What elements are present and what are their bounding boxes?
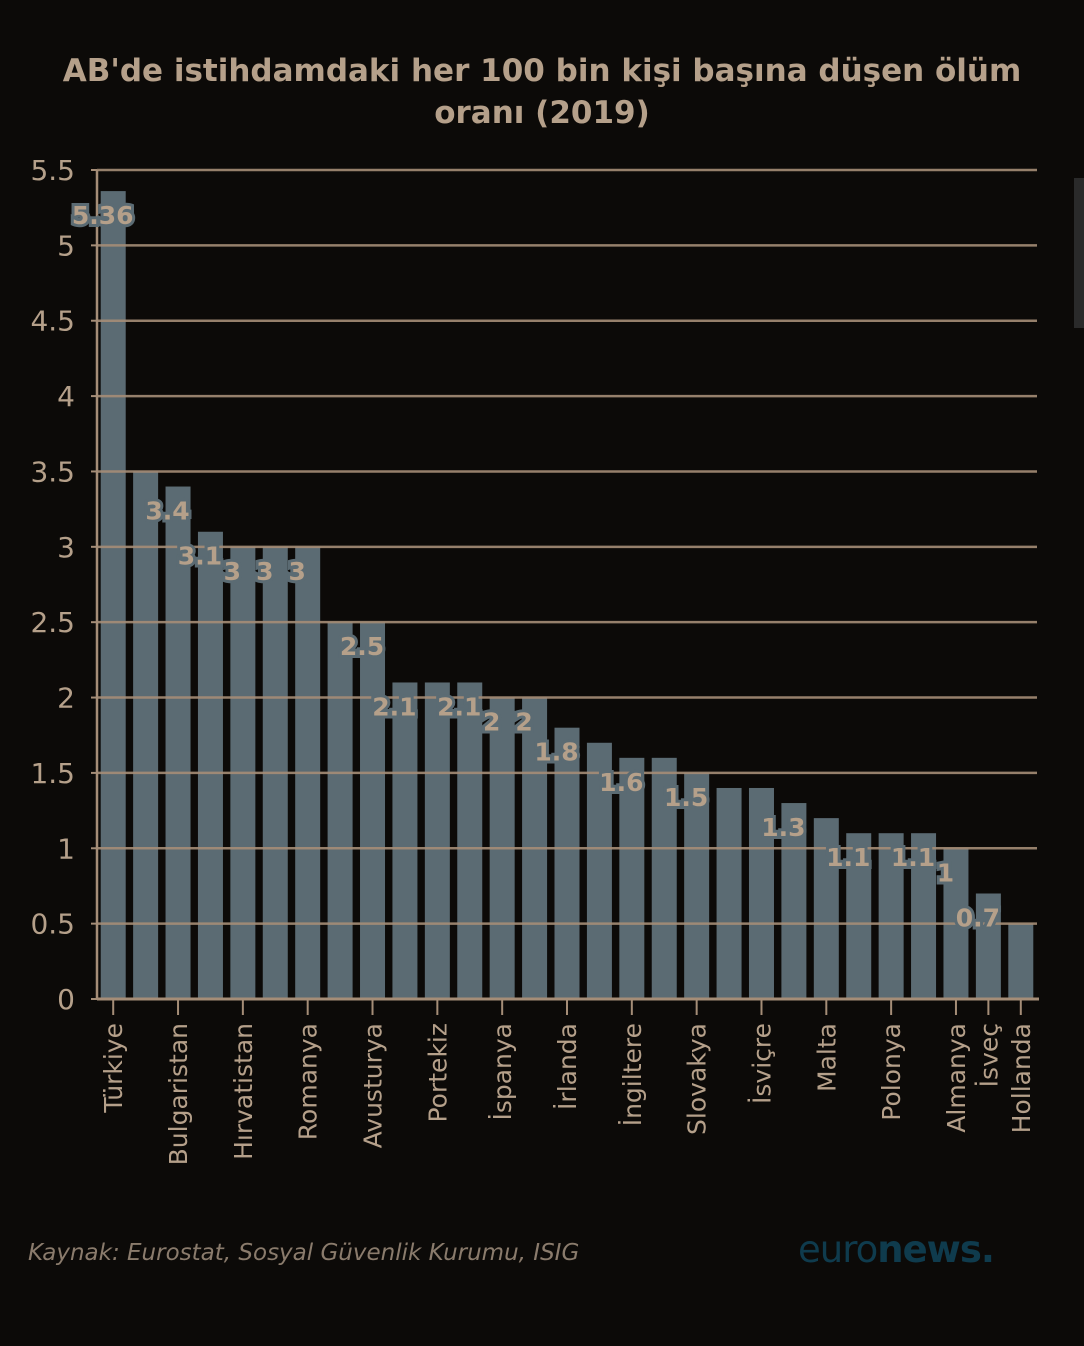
y-tick-label: 1.5 [30, 757, 75, 790]
x-tick-label: Portekiz [423, 1023, 452, 1123]
data-label: 3 [288, 557, 305, 586]
data-label: 1.6 [599, 768, 643, 797]
bar [197, 531, 223, 999]
x-tick-label: Avusturya [359, 1023, 388, 1148]
bar [651, 757, 677, 999]
x-tick-label: Bulgaristan [164, 1023, 193, 1165]
data-label: 2.5 [340, 632, 384, 661]
data-label: 2 [515, 708, 532, 737]
data-label: 3.4 [145, 497, 189, 526]
y-tick-label: 2 [57, 682, 75, 715]
data-label: 2 [483, 708, 500, 737]
scrollbar[interactable] [1074, 178, 1084, 328]
x-tick-label: İngiltere [618, 1023, 647, 1126]
x-tick-label: Romanya [294, 1023, 323, 1140]
y-tick-label: 5.5 [30, 154, 75, 187]
y-tick-label: 5 [57, 229, 75, 262]
chart-title: AB'de istihdamdaki her 100 bin kişi başı… [62, 53, 1022, 131]
data-label: 2.1 [437, 692, 481, 721]
bar [457, 682, 483, 999]
logo-light: euro [798, 1228, 878, 1271]
x-tick-label: Malta [812, 1023, 841, 1092]
source-note: Kaynak: Eurostat, Sosyal Güvenlik Kurumu… [28, 1240, 580, 1266]
euronews-logo: euronews. [798, 1228, 995, 1271]
data-label: 3 [256, 557, 273, 586]
bar [165, 486, 191, 999]
data-label: 1 [937, 858, 954, 887]
x-tick-label: İspanya [488, 1023, 517, 1121]
bar [846, 833, 872, 999]
data-label: 3.1 [178, 542, 222, 571]
data-label: 0.7 [956, 903, 1000, 932]
bar [911, 833, 937, 999]
bar [1008, 923, 1034, 999]
x-tick-label: Slovakya [683, 1023, 712, 1135]
x-tick-label: İrlanda [553, 1023, 582, 1110]
y-tick-label: 4.5 [30, 305, 75, 338]
x-tick-label: İsveç [974, 1023, 1003, 1087]
y-tick-label: 1 [57, 832, 75, 865]
bar [133, 471, 159, 999]
bar [360, 622, 386, 999]
data-label: 1.3 [761, 813, 805, 842]
data-label: 1.1 [891, 843, 935, 872]
data-label: 2.1 [372, 692, 416, 721]
x-tick-label: Hollanda [1007, 1023, 1036, 1133]
bar [716, 787, 742, 999]
bar [619, 757, 645, 999]
y-tick-label: 2.5 [30, 606, 75, 639]
data-label: 1.5 [664, 783, 708, 812]
bar [586, 742, 612, 999]
y-tick-label: 4 [57, 380, 75, 413]
bar [554, 727, 580, 999]
bar [684, 772, 710, 999]
bar [781, 803, 807, 999]
data-label: 5.36 [72, 201, 134, 230]
bar [748, 787, 774, 999]
logo-bold: news. [877, 1228, 995, 1271]
x-tick-label: Almanya [942, 1023, 971, 1133]
bar [392, 682, 418, 999]
x-tick-label: Türkiye [99, 1023, 128, 1114]
data-label: 3 [224, 557, 241, 586]
y-tick-label: 0 [57, 983, 75, 1016]
y-tick-label: 0.5 [30, 908, 75, 941]
bar-chart: 0 0.5 1 1.5 2 2.5 3 3.5 4 4.5 5 5.5 5.36 Türkiye 3.4 Bu… [30, 154, 1039, 1165]
y-tick-label: 3.5 [30, 455, 75, 488]
bar [975, 893, 1001, 999]
bar [424, 682, 450, 999]
data-label: 1.1 [826, 843, 870, 872]
bar [878, 833, 904, 999]
y-tick-label: 3 [57, 531, 75, 564]
bar [100, 191, 126, 1000]
bar [327, 622, 353, 999]
x-tick-label: Polonya [877, 1023, 906, 1121]
x-tick-label: İsviçre [747, 1023, 776, 1104]
x-tick-label: Hırvatistan [229, 1023, 258, 1160]
data-label: 1.8 [534, 738, 578, 767]
